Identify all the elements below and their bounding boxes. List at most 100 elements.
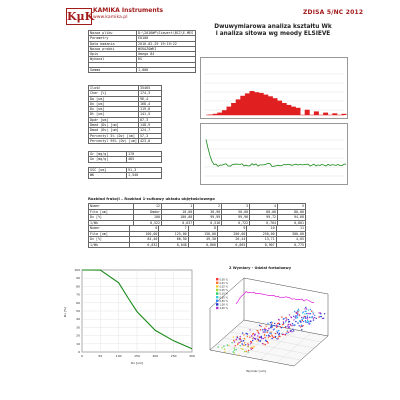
legend-swatch	[216, 296, 219, 299]
legend-label: 0,50 %	[220, 300, 229, 303]
legend-swatch	[216, 288, 219, 292]
stat-key: Percentyl 5% (Dv) [um]	[88, 132, 139, 139]
scatter-point	[292, 328, 294, 330]
scatter-point	[302, 317, 304, 319]
scatter-point	[306, 315, 308, 317]
scatter-point	[309, 316, 311, 318]
scatter-point	[271, 335, 274, 337]
scatter-point	[279, 326, 282, 328]
scatter-point	[306, 321, 309, 324]
stat-value: 148,9	[137, 122, 163, 129]
x-tick-label: 0	[81, 354, 83, 358]
scatter-point	[286, 318, 288, 320]
scatter-point	[250, 340, 252, 343]
fraction-table-2: Numer 6 7 8 9 10 11 Fita [um] 100,00 125…	[87, 225, 307, 249]
kamika-logo: KμK	[66, 8, 95, 25]
scatter-point	[293, 319, 295, 321]
y-tick-label: 40	[76, 317, 80, 321]
scatter-point	[245, 332, 247, 335]
scatter-point	[297, 314, 299, 316]
scatter-point	[253, 337, 255, 339]
y-tick-label: 90	[76, 276, 80, 280]
scatter-point	[301, 329, 303, 331]
scatter-point	[315, 317, 317, 320]
scatter-point	[252, 346, 254, 348]
scatter-point	[264, 327, 266, 329]
scatter-point	[302, 325, 304, 327]
volume-histogram-chart	[200, 57, 348, 119]
scatter-point	[309, 312, 312, 315]
scatter-point	[284, 334, 287, 336]
scatter-point	[226, 344, 229, 346]
scatter-point	[319, 312, 321, 314]
histogram-bar	[267, 96, 273, 115]
scatter-point	[262, 337, 265, 340]
scatter-point	[278, 330, 280, 332]
scatter-point	[217, 346, 219, 348]
legend-swatch	[216, 278, 219, 281]
scatter-point	[314, 314, 316, 316]
stat-value: 35465	[137, 84, 163, 92]
scatter-point	[233, 347, 236, 349]
scatter-point	[278, 319, 280, 321]
scatter-point	[259, 329, 262, 331]
scatter-point	[235, 349, 237, 351]
table-row: Percentyl 95% (Dv) [um] 423,0	[88, 137, 163, 145]
scatter-point	[245, 350, 248, 353]
histogram-bar	[221, 110, 227, 115]
scatter-point	[310, 320, 312, 322]
legend-swatch	[216, 306, 219, 310]
info-value: 2016-02-29 19:19:22	[136, 40, 196, 47]
scatter-point	[291, 325, 293, 327]
legend-label: 0,20 %	[220, 296, 229, 299]
scatter-point	[269, 335, 271, 338]
histogram-bar	[281, 103, 287, 115]
scatter-point	[246, 335, 249, 338]
3d-axis-frame	[209, 277, 329, 367]
table-cell: 0,848	[158, 241, 189, 249]
histogram-bar	[272, 98, 278, 115]
scatter-point	[268, 327, 270, 330]
scatter-point	[323, 313, 326, 315]
table-cell: 0,832	[129, 241, 160, 249]
cumulative-series-line	[81, 269, 193, 350]
histogram-bar	[341, 113, 347, 115]
y-tick-label: 10	[76, 342, 80, 346]
scatter-point	[223, 348, 226, 350]
scatter-point	[260, 335, 262, 338]
table-row: Gn [mg/g] 485	[88, 156, 162, 163]
scatter-point	[311, 310, 313, 312]
legend-label: 0,05 %	[220, 289, 229, 292]
scatter-point	[241, 343, 243, 345]
scatter-point	[258, 333, 260, 335]
scatter-point	[293, 324, 295, 326]
scatter-point	[224, 351, 226, 353]
scatter-point	[238, 342, 240, 344]
stat-value: 119,8	[137, 106, 163, 113]
scatter-point	[265, 339, 267, 341]
scatter-point	[241, 340, 243, 342]
scatter-point	[257, 338, 259, 340]
scatter-point	[238, 354, 240, 356]
scatter-point	[304, 310, 306, 313]
table-row: Fita [um] 100,00 125,00 150,00 200,00 25…	[87, 230, 307, 238]
scatter-point	[300, 326, 302, 328]
scatter-point	[301, 318, 303, 321]
scatter-point	[278, 322, 280, 324]
scatter-point	[243, 344, 245, 347]
scatter-point	[320, 315, 322, 318]
scatter-point	[271, 337, 273, 340]
scatter-point	[287, 331, 290, 334]
scatter-point	[312, 317, 314, 319]
scatter-point	[267, 336, 270, 339]
y-tick-label: 30	[76, 325, 80, 329]
scatter-point	[244, 350, 246, 353]
scatter-point	[281, 316, 283, 318]
info-value: D:\2016WP\Siewert\BCI\E.MES	[136, 29, 196, 37]
scatter-point	[319, 316, 321, 318]
scatter-point	[301, 312, 304, 314]
scatter-point	[249, 329, 251, 331]
scatter-point	[285, 326, 287, 328]
scatter-point	[305, 306, 307, 309]
chart-legend: 0,00 %0,01 %0,02 %0,05 %0,10 %0,20 %0,50…	[216, 278, 229, 310]
